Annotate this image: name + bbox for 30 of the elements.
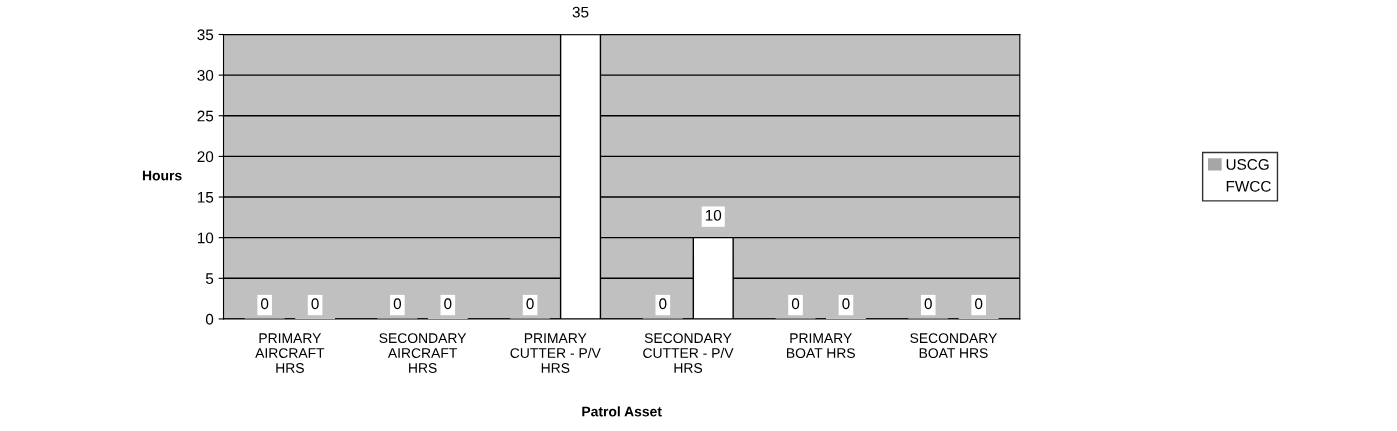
data-label: 0 <box>444 298 452 310</box>
data-label: 0 <box>924 298 932 310</box>
data-label: 0 <box>791 298 800 310</box>
data-label: 0 <box>975 298 983 310</box>
y-axis-title: Hours <box>142 170 182 181</box>
data-label: 0 <box>842 298 850 310</box>
data-label: 10 <box>705 209 722 221</box>
y-tick-label: 10 <box>197 232 214 244</box>
text: FWCC <box>1226 180 1271 192</box>
y-tick-label: 35 <box>197 29 214 41</box>
data-label: 0 <box>311 298 319 310</box>
y-tick-label: 25 <box>197 110 214 122</box>
x-tick-label: PRIMARY AIRCRAFT HRS <box>255 333 325 373</box>
x-axis-title: Patrol Asset <box>582 406 662 417</box>
y-tick-label: 0 <box>205 313 214 325</box>
data-label: 0 <box>261 298 269 310</box>
y-tick-label: 20 <box>197 151 214 163</box>
x-tick-label: PRIMARY CUTTER - P/V HRS <box>510 333 601 373</box>
x-tick-label: PRIMARY BOAT HRS <box>787 333 855 358</box>
y-tick-label: 5 <box>205 273 214 284</box>
data-label: 35 <box>572 6 589 18</box>
x-tick-label: SECONDARY AIRCRAFT HRS <box>379 333 467 373</box>
y-tick-label: 30 <box>197 69 214 81</box>
x-tick-label: SECONDARY BOAT HRS <box>910 333 998 358</box>
data-label: 0 <box>659 298 667 310</box>
data-label: 0 <box>526 298 534 310</box>
legend-label: USCG <box>1226 159 1269 170</box>
data-label: 0 <box>393 298 402 310</box>
y-tick-label: 15 <box>197 192 214 203</box>
x-tick-label: SECONDARY CUTTER - P/V HRS <box>643 333 734 373</box>
